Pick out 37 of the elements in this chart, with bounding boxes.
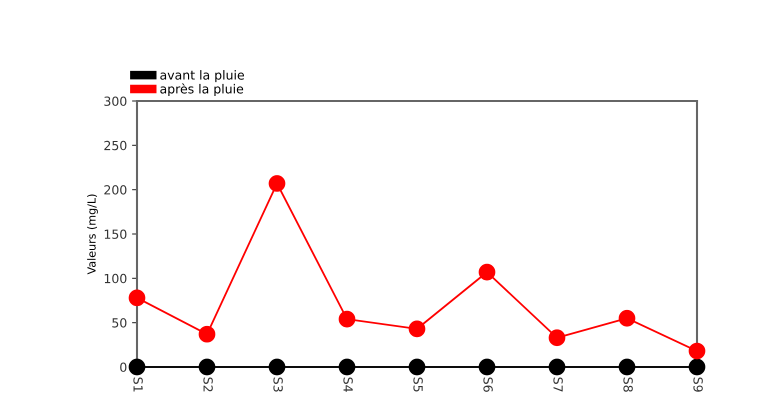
x-tick-label: S9 — [693, 378, 703, 392]
legend-label: avant la pluie — [160, 70, 244, 82]
point — [128, 290, 146, 306]
point — [688, 342, 706, 360]
legend-label: après la pluie — [160, 83, 244, 96]
x-tick-label: S3 — [273, 378, 283, 392]
point — [548, 358, 566, 376]
point — [128, 358, 146, 376]
point — [548, 329, 566, 346]
point — [198, 326, 216, 343]
y-tick-label: 200 — [104, 185, 126, 195]
point — [618, 310, 636, 327]
point — [338, 310, 356, 328]
point — [408, 358, 426, 376]
y-tick-label: 100 — [104, 274, 126, 284]
x-tick-label: S7 — [553, 378, 563, 392]
x-tick-label: S2 — [203, 378, 213, 392]
y-tick-label: 250 — [104, 140, 126, 150]
x-tick-label: S5 — [413, 378, 423, 392]
point — [618, 358, 636, 376]
y-axis-title: Valeurs (mg/L) — [87, 194, 98, 274]
point — [198, 358, 216, 376]
y-tick-label: 300 — [104, 96, 126, 106]
y-tick-label: 50 — [112, 318, 126, 328]
x-tick-label: S4 — [343, 378, 353, 392]
y-tick-label: 150 — [104, 229, 126, 239]
point — [338, 358, 356, 376]
point — [268, 358, 286, 376]
x-tick-label: S8 — [623, 378, 633, 392]
x-tick-label: S6 — [483, 378, 493, 392]
point — [268, 175, 286, 192]
point — [478, 358, 496, 376]
point — [478, 264, 496, 280]
point — [688, 358, 706, 376]
x-tick-label: S1 — [133, 378, 143, 392]
point — [408, 320, 426, 338]
y-tick-label: 0 — [120, 362, 126, 372]
